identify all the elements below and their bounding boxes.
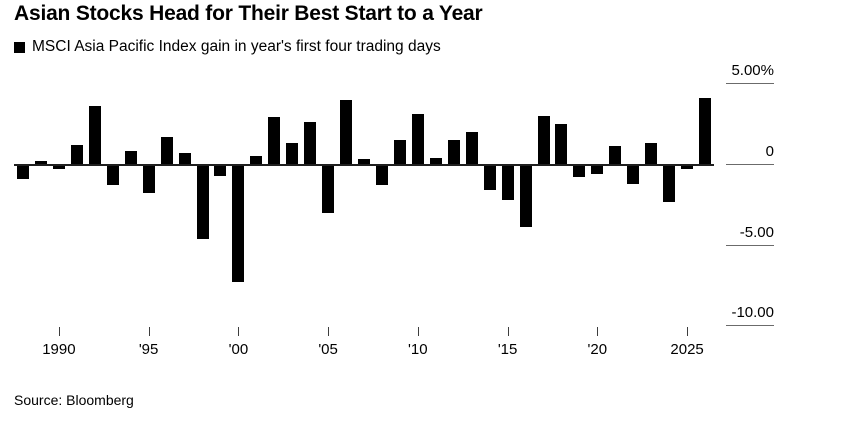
bar-1998 bbox=[196, 166, 209, 239]
bar-1993 bbox=[106, 166, 119, 186]
bar-1991 bbox=[70, 144, 83, 164]
y-tick-label-0: 0 bbox=[765, 143, 774, 160]
source-text: Source: Bloomberg bbox=[14, 392, 134, 408]
x-tick-2010 bbox=[417, 327, 419, 336]
y-tick-5: 5.00% bbox=[654, 62, 774, 85]
x-tick-label-1995: '95 bbox=[138, 341, 159, 358]
chart-title: Asian Stocks Head for Their Best Start t… bbox=[14, 2, 483, 25]
x-tick-2005 bbox=[328, 327, 330, 336]
y-tick--10: -10.00 bbox=[654, 304, 774, 327]
legend-label: MSCI Asia Pacific Index gain in year's f… bbox=[32, 38, 441, 55]
bar-1997 bbox=[178, 152, 191, 164]
y-tick-line-5 bbox=[726, 83, 774, 85]
bar-2010 bbox=[411, 114, 424, 164]
bar-2004 bbox=[304, 122, 317, 164]
bar-2020 bbox=[591, 166, 604, 175]
bar-1995 bbox=[142, 166, 155, 194]
bar-2007 bbox=[358, 159, 370, 164]
zero-baseline bbox=[14, 164, 714, 166]
bar-1999 bbox=[214, 166, 227, 176]
bar-2013 bbox=[465, 131, 478, 164]
bar-1996 bbox=[160, 136, 173, 164]
x-tick-1990 bbox=[58, 327, 60, 336]
bar-1990 bbox=[52, 166, 65, 170]
x-tick-2015 bbox=[507, 327, 509, 336]
x-tick-label-2025: 2025 bbox=[670, 341, 704, 358]
bar-2015 bbox=[501, 166, 514, 200]
y-tick--5: -5.00 bbox=[654, 224, 774, 246]
y-tick-label--5: -5.00 bbox=[739, 223, 774, 241]
bar-2026 bbox=[699, 97, 711, 164]
x-tick-label-2020: '20 bbox=[587, 341, 608, 358]
legend-swatch-icon bbox=[14, 41, 25, 53]
x-tick-label-2005: '05 bbox=[318, 341, 338, 358]
bar-2024 bbox=[663, 166, 676, 202]
y-tick-0: 0 bbox=[654, 143, 774, 165]
y-tick-line--5 bbox=[726, 244, 774, 246]
legend: MSCI Asia Pacific Index gain in year's f… bbox=[14, 38, 441, 56]
x-tick-2000 bbox=[238, 327, 240, 336]
bar-1992 bbox=[88, 105, 101, 164]
bar-2012 bbox=[447, 139, 460, 164]
bar-2000 bbox=[232, 166, 245, 283]
bar-2006 bbox=[340, 99, 353, 164]
bar-1994 bbox=[124, 151, 137, 164]
bar-2011 bbox=[429, 157, 442, 164]
bar-2014 bbox=[483, 166, 496, 191]
y-tick-line-0 bbox=[726, 164, 774, 165]
bar-1989 bbox=[34, 160, 47, 164]
x-tick-2025 bbox=[687, 327, 689, 336]
bar-2001 bbox=[250, 155, 263, 164]
bar-2003 bbox=[286, 143, 299, 164]
bar-2002 bbox=[268, 117, 281, 164]
bar-2017 bbox=[537, 115, 550, 164]
bar-2009 bbox=[393, 139, 406, 164]
x-tick-label-1990: 1990 bbox=[42, 341, 76, 358]
x-tick-2020 bbox=[597, 327, 599, 336]
bar-2016 bbox=[519, 166, 532, 228]
bar-1988 bbox=[17, 166, 29, 179]
x-tick-label-2000: '00 bbox=[228, 341, 249, 358]
bar-2005 bbox=[322, 166, 335, 213]
x-tick-label-2010: '10 bbox=[408, 341, 428, 358]
bar-2021 bbox=[609, 146, 622, 164]
bar-2022 bbox=[627, 166, 640, 184]
bar-2023 bbox=[645, 143, 658, 164]
y-tick-label--10: -10.00 bbox=[731, 304, 774, 322]
y-tick-label-5: 5.00% bbox=[731, 62, 774, 80]
bar-2025 bbox=[681, 166, 694, 170]
bar-2018 bbox=[555, 123, 568, 164]
x-tick-1995 bbox=[148, 327, 150, 336]
bar-2008 bbox=[375, 166, 388, 186]
bar-2019 bbox=[573, 166, 586, 178]
y-tick-line--10 bbox=[726, 325, 774, 327]
x-tick-label-2015: '15 bbox=[497, 341, 518, 358]
